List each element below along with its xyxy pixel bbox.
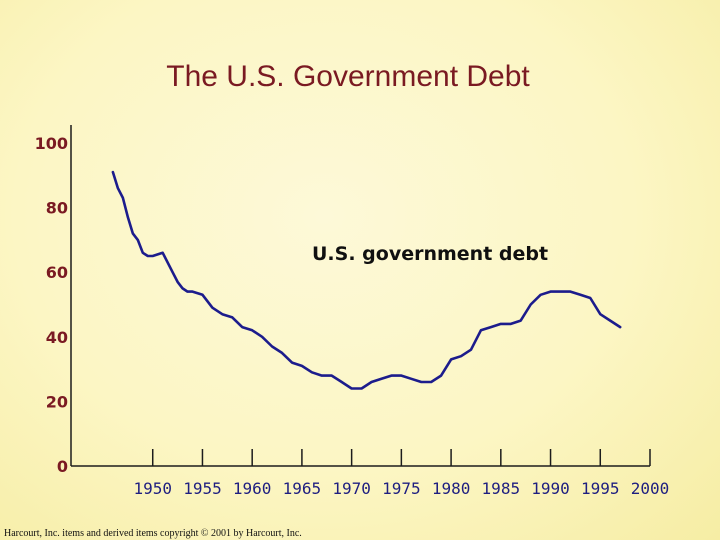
x-tick-label: 1975 — [382, 479, 421, 498]
copyright-footer: Harcourt, Inc. items and derived items c… — [4, 528, 302, 539]
y-tick-label: 40 — [46, 328, 68, 347]
x-tick-label: 1985 — [482, 479, 521, 498]
y-tick-label: 20 — [46, 392, 68, 411]
x-tick-label: 1950 — [133, 479, 172, 498]
x-tick-label: 1965 — [283, 479, 322, 498]
y-tick-label: 60 — [46, 263, 68, 282]
series-annotation: U.S. government debt — [312, 243, 548, 265]
x-tick-label: 1960 — [233, 479, 272, 498]
y-tick-label: 0 — [57, 457, 68, 476]
series-line — [111, 170, 622, 390]
x-tick-label: 1970 — [332, 479, 371, 498]
x-axis: 1950 1955 1960 1965 1970 1975 1980 1985 1990 1995… — [71, 449, 669, 498]
chart-title: The U.S. Government Debt — [166, 60, 530, 93]
x-tick-label: 1990 — [531, 479, 570, 498]
x-tick-label: 1980 — [432, 479, 471, 498]
x-tick-label: 1995 — [581, 479, 620, 498]
x-tick-label: 1955 — [183, 479, 222, 498]
x-tick-label: 2000 — [631, 479, 670, 498]
y-tick-label: 100 — [35, 134, 68, 153]
y-axis: 0 20 40 60 80 100 — [35, 125, 72, 476]
y-tick-label: 80 — [46, 199, 68, 218]
series-layer — [111, 170, 622, 390]
